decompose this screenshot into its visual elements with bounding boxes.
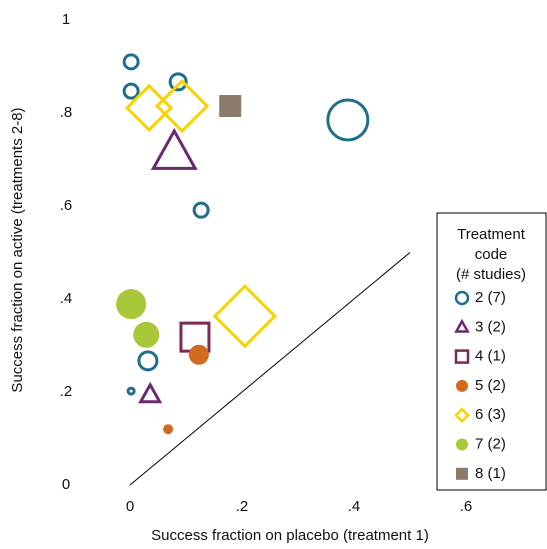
marker: [124, 83, 174, 133]
y-tick-label: 0: [62, 476, 70, 493]
legend-label: 5 (2): [475, 377, 506, 394]
legend-marker: [454, 318, 470, 333]
marker: [133, 321, 160, 348]
x-tick-label: .2: [236, 498, 249, 515]
y-tick-label: 1: [62, 11, 70, 28]
marker: [168, 72, 188, 92]
legend-label: 6 (3): [475, 406, 506, 423]
legend-marker: [456, 379, 468, 392]
y-tick-label: .4: [60, 290, 73, 307]
x-tick-label: .4: [348, 498, 361, 515]
legend-label: 2 (7): [475, 289, 506, 306]
legend-label: 7 (2): [475, 435, 506, 452]
legend-marker: [454, 290, 470, 306]
y-tick-label: .6: [60, 197, 73, 214]
marker: [137, 350, 159, 372]
legend-label: 8 (1): [475, 465, 506, 482]
x-axis-label: Success fraction on placebo (treatment 1…: [151, 527, 429, 544]
legend-label: 3 (2): [475, 318, 506, 335]
legend-marker: [454, 349, 470, 364]
y-tick-label: .8: [60, 104, 73, 121]
legend-marker: [454, 407, 470, 423]
marker: [126, 386, 136, 396]
marker: [122, 53, 140, 71]
marker: [116, 289, 147, 320]
marker: [154, 78, 210, 134]
y-axis-label: Success fraction on active (treatments 2…: [9, 107, 26, 392]
y-tick-label: .2: [60, 383, 73, 400]
legend-title: code: [475, 246, 508, 263]
marker: [122, 82, 140, 100]
legend-title: Treatment: [457, 226, 526, 243]
marker: [219, 95, 242, 118]
marker: [326, 98, 370, 142]
marker: [192, 201, 210, 219]
reference-line: [129, 252, 411, 486]
x-tick-label: 0: [126, 498, 134, 515]
marker: [163, 424, 174, 435]
marker: [188, 344, 209, 365]
legend-label: 4 (1): [475, 348, 506, 365]
marker: [212, 284, 277, 349]
legend-marker: [456, 438, 468, 451]
marker: [138, 381, 163, 404]
x-tick-label: .6: [460, 498, 473, 515]
marker: [150, 127, 198, 170]
legend-marker: [456, 467, 468, 480]
legend-title: (# studies): [456, 266, 526, 283]
